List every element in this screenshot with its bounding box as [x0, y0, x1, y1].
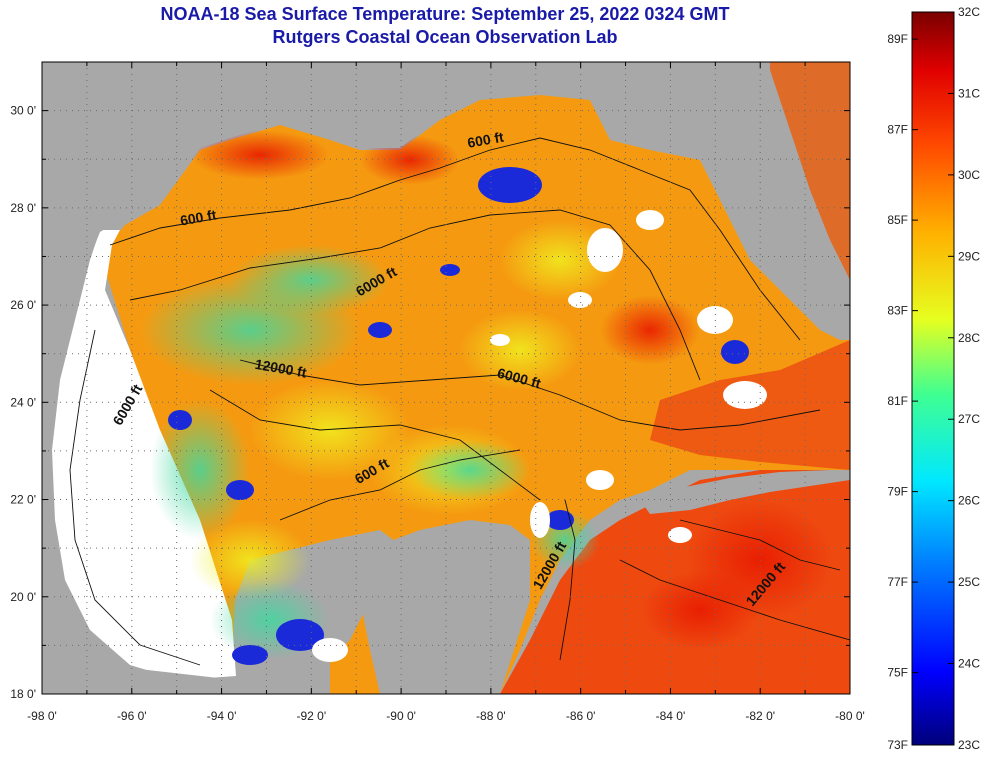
lat-tick-label: 30 0'	[10, 104, 36, 118]
lon-tick-label: -98 0'	[27, 709, 57, 723]
colorbar	[911, 11, 955, 746]
lon-tick-label: -82 0'	[745, 709, 775, 723]
fahrenheit-label: 87F	[887, 123, 908, 137]
celsius-label: 25C	[958, 575, 980, 589]
celsius-label: 23C	[958, 738, 980, 752]
colorbar-fahrenheit-labels: 89F 87F 85F 83F 81F 79F 77F 75F 73F	[887, 32, 908, 752]
florida-atlantic-water	[770, 62, 850, 280]
lat-tick-label: 24 0'	[10, 395, 36, 409]
celsius-label: 27C	[958, 412, 980, 426]
fahrenheit-label: 77F	[887, 575, 908, 589]
depth-contours	[69, 137, 850, 666]
fahrenheit-label: 73F	[887, 738, 908, 752]
lat-tick-label: 20 0'	[10, 590, 36, 604]
latitude-labels: 18 0' 20 0' 22 0' 24 0' 26 0' 28 0' 30 0'	[10, 104, 36, 701]
map-title: NOAA-18 Sea Surface Temperature: Septemb…	[160, 4, 730, 24]
no-data-swath	[52, 230, 236, 680]
celsius-label: 24C	[958, 657, 980, 671]
lon-tick-label: -84 0'	[656, 709, 686, 723]
fahrenheit-label: 75F	[887, 666, 908, 680]
celsius-label: 26C	[958, 494, 980, 508]
lon-tick-label: -86 0'	[566, 709, 596, 723]
lon-tick-label: -80 0'	[835, 709, 865, 723]
fahrenheit-label: 85F	[887, 213, 908, 227]
contour-label: 600 ft	[466, 129, 505, 151]
axis-ticks	[41, 61, 851, 695]
longitude-labels: -98 0' -96 0' -94 0' -92 0' -90 0' -88 0' -86 …	[27, 709, 865, 723]
fahrenheit-label: 81F	[887, 394, 908, 408]
colorbar-ticks	[912, 11, 954, 746]
fahrenheit-label: 79F	[887, 485, 908, 499]
lon-tick-label: -88 0'	[476, 709, 506, 723]
colorbar-celsius-labels: 32C 31C 30C 29C 28C 27C 26C 25C 24C 23C	[958, 5, 980, 752]
lat-tick-label: 28 0'	[10, 201, 36, 215]
celsius-label: 32C	[958, 5, 980, 19]
lon-tick-label: -92 0'	[297, 709, 327, 723]
lat-tick-label: 18 0'	[10, 687, 36, 701]
fahrenheit-label: 83F	[887, 304, 908, 318]
celsius-label: 28C	[958, 331, 980, 345]
contour-label: 600 ft	[179, 206, 218, 228]
lon-tick-label: -90 0'	[386, 709, 416, 723]
lon-tick-label: -94 0'	[207, 709, 237, 723]
yucatan-land	[360, 520, 530, 694]
cuba-land	[640, 470, 850, 514]
celsius-label: 30C	[958, 168, 980, 182]
celsius-label: 31C	[958, 86, 980, 100]
celsius-label: 29C	[958, 249, 980, 263]
lat-tick-label: 22 0'	[10, 493, 36, 507]
map-subtitle: Rutgers Coastal Ocean Observation Lab	[272, 27, 618, 47]
lat-tick-label: 26 0'	[10, 298, 36, 312]
lon-tick-label: -96 0'	[117, 709, 147, 723]
mexico-land	[42, 62, 760, 694]
fahrenheit-label: 89F	[887, 32, 908, 46]
